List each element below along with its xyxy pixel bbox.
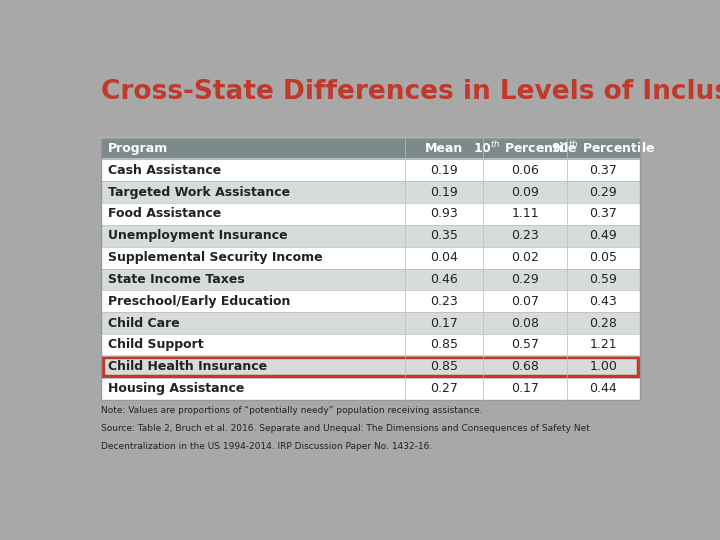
Text: 0.02: 0.02 xyxy=(511,251,539,264)
Text: Source: Table 2, Bruch et al. 2016. Separate and Unequal: The Dimensions and Con: Source: Table 2, Bruch et al. 2016. Sepa… xyxy=(101,424,590,433)
Text: Child Support: Child Support xyxy=(108,339,204,352)
Text: 0.06: 0.06 xyxy=(511,164,539,177)
Text: Mean: Mean xyxy=(426,142,464,155)
Text: Child Health Insurance: Child Health Insurance xyxy=(108,360,267,373)
Bar xyxy=(101,377,639,400)
Text: 0.17: 0.17 xyxy=(511,382,539,395)
Text: 0.28: 0.28 xyxy=(590,316,617,329)
Bar xyxy=(101,138,639,400)
Text: Child Care: Child Care xyxy=(108,316,179,329)
Bar xyxy=(101,268,639,291)
Text: Cash Assistance: Cash Assistance xyxy=(108,164,221,177)
Text: 0.49: 0.49 xyxy=(590,230,617,242)
Text: Supplemental Security Income: Supplemental Security Income xyxy=(108,251,323,264)
Text: 1.21: 1.21 xyxy=(590,339,617,352)
Bar xyxy=(101,334,639,356)
Text: 0.37: 0.37 xyxy=(590,207,617,220)
Text: 1.00: 1.00 xyxy=(590,360,617,373)
Text: 0.44: 0.44 xyxy=(590,382,617,395)
Text: 0.35: 0.35 xyxy=(431,230,458,242)
Bar xyxy=(101,247,639,268)
Bar xyxy=(101,159,639,181)
Text: 0.68: 0.68 xyxy=(511,360,539,373)
Text: 0.08: 0.08 xyxy=(511,316,539,329)
Text: State Income Taxes: State Income Taxes xyxy=(108,273,245,286)
Bar xyxy=(101,138,639,159)
Text: 0.27: 0.27 xyxy=(431,382,458,395)
Bar xyxy=(101,225,639,247)
Text: 0.59: 0.59 xyxy=(590,273,617,286)
Text: Unemployment Insurance: Unemployment Insurance xyxy=(108,230,287,242)
Text: Housing Assistance: Housing Assistance xyxy=(108,382,244,395)
Text: 0.46: 0.46 xyxy=(431,273,458,286)
Text: 0.23: 0.23 xyxy=(511,230,539,242)
Text: Preschool/Early Education: Preschool/Early Education xyxy=(108,295,290,308)
Text: Targeted Work Assistance: Targeted Work Assistance xyxy=(108,186,290,199)
Text: 0.09: 0.09 xyxy=(511,186,539,199)
Text: 0.85: 0.85 xyxy=(431,339,459,352)
Text: 0.43: 0.43 xyxy=(590,295,617,308)
Bar xyxy=(103,357,638,376)
Text: 0.85: 0.85 xyxy=(431,360,459,373)
Bar xyxy=(101,291,639,312)
Bar xyxy=(101,356,639,377)
Text: 0.07: 0.07 xyxy=(511,295,539,308)
Text: 0.29: 0.29 xyxy=(590,186,617,199)
Text: Cross-State Differences in Levels of Inclusion: Cross-State Differences in Levels of Inc… xyxy=(101,79,720,105)
Text: 0.17: 0.17 xyxy=(431,316,458,329)
Text: 1.11: 1.11 xyxy=(511,207,539,220)
Text: 0.29: 0.29 xyxy=(511,273,539,286)
Text: 0.05: 0.05 xyxy=(590,251,617,264)
Bar xyxy=(101,181,639,203)
Text: 10$^{th}$ Percentile: 10$^{th}$ Percentile xyxy=(473,140,577,157)
Text: 0.19: 0.19 xyxy=(431,186,458,199)
Text: 0.93: 0.93 xyxy=(431,207,458,220)
Text: 90$^{th}$ Percentile: 90$^{th}$ Percentile xyxy=(552,140,655,157)
Bar xyxy=(101,312,639,334)
Text: 0.23: 0.23 xyxy=(431,295,458,308)
Text: 0.57: 0.57 xyxy=(511,339,539,352)
Text: Note: Values are proportions of “potentially needy” population receiving assista: Note: Values are proportions of “potenti… xyxy=(101,406,483,415)
Text: Decentralization in the US 1994-2014. IRP Discussion Paper No. 1432-16.: Decentralization in the US 1994-2014. IR… xyxy=(101,442,433,450)
Text: Food Assistance: Food Assistance xyxy=(108,207,221,220)
Text: Program: Program xyxy=(108,142,168,155)
Bar xyxy=(101,203,639,225)
Text: 0.04: 0.04 xyxy=(431,251,458,264)
Text: 0.37: 0.37 xyxy=(590,164,617,177)
Text: 0.19: 0.19 xyxy=(431,164,458,177)
